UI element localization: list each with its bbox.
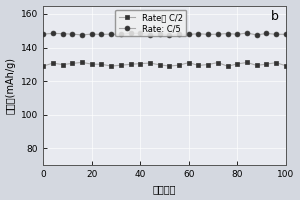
Rate: C/5: (16, 148): C/5: (16, 148) (80, 34, 84, 36)
Rate: C/5: (44, 148): C/5: (44, 148) (148, 33, 152, 36)
Rate： C/2 (284, 65, 288, 67)
Rate: C/5: (76, 148): C/5: (76, 148) (226, 32, 230, 35)
Rate： C/2 (226, 65, 230, 67)
Rate： C/2 (187, 61, 190, 64)
Rate: C/5: (48, 148): C/5: (48, 148) (158, 33, 161, 35)
Rate: C/5: (84, 149): C/5: (84, 149) (245, 32, 249, 34)
Rate： C/2 (109, 65, 113, 67)
Rate: C/5: (28, 148): C/5: (28, 148) (109, 33, 113, 35)
Rate： C/2 (90, 63, 94, 65)
Rate： C/2 (255, 64, 259, 67)
Rate: C/5: (12, 148): C/5: (12, 148) (70, 33, 74, 35)
Rate： C/2 (51, 62, 55, 64)
Rate： C/2 (70, 62, 74, 65)
Rate: C/5: (100, 148): C/5: (100, 148) (284, 33, 288, 35)
Rate： C/2 (177, 64, 181, 66)
Line: Rate： C/2: Rate： C/2 (41, 60, 288, 69)
Rate: C/5: (4, 148): C/5: (4, 148) (51, 32, 55, 35)
Rate： C/2 (129, 63, 132, 66)
Rate： C/2 (168, 65, 171, 67)
Line: Rate: C/5: Rate: C/5 (41, 31, 288, 37)
Rate: C/5: (56, 148): C/5: (56, 148) (177, 33, 181, 35)
Rate: C/5: (0, 148): C/5: (0, 148) (41, 33, 45, 35)
Rate： C/2 (41, 65, 45, 67)
Rate: C/5: (80, 148): C/5: (80, 148) (236, 33, 239, 36)
Rate: C/5: (32, 148): C/5: (32, 148) (119, 33, 123, 36)
Rate: C/5: (36, 149): C/5: (36, 149) (129, 32, 132, 34)
Rate： C/2 (100, 63, 103, 66)
Rate: C/5: (40, 148): C/5: (40, 148) (139, 32, 142, 35)
Rate: C/5: (8, 148): C/5: (8, 148) (61, 32, 64, 35)
Rate： C/2 (216, 61, 220, 64)
Rate： C/2 (158, 64, 161, 66)
Rate： C/2 (245, 61, 249, 64)
X-axis label: 循环次数: 循环次数 (153, 184, 176, 194)
Rate: C/5: (92, 148): C/5: (92, 148) (265, 32, 268, 35)
Rate: C/5: (20, 148): C/5: (20, 148) (90, 33, 94, 35)
Rate: C/5: (60, 148): C/5: (60, 148) (187, 33, 190, 36)
Rate： C/2 (197, 64, 200, 67)
Rate： C/2 (274, 61, 278, 64)
Rate： C/2 (139, 62, 142, 65)
Legend: Rate： C/2, Rate: C/5: Rate： C/2, Rate: C/5 (115, 10, 186, 36)
Rate: C/5: (64, 148): C/5: (64, 148) (197, 32, 200, 35)
Rate： C/2 (80, 61, 84, 64)
Rate： C/2 (265, 63, 268, 65)
Text: b: b (271, 10, 278, 23)
Rate: C/5: (72, 148): C/5: (72, 148) (216, 33, 220, 35)
Rate: C/5: (96, 148): C/5: (96, 148) (274, 33, 278, 36)
Y-axis label: 比容量(mAh/g): 比容量(mAh/g) (6, 57, 16, 114)
Rate: C/5: (88, 147): C/5: (88, 147) (255, 34, 259, 36)
Rate: C/5: (24, 148): C/5: (24, 148) (100, 33, 103, 36)
Rate： C/2 (236, 63, 239, 65)
Rate： C/2 (148, 62, 152, 64)
Rate: C/5: (68, 148): C/5: (68, 148) (206, 33, 210, 36)
Rate： C/2 (206, 63, 210, 66)
Rate: C/5: (52, 148): C/5: (52, 148) (168, 33, 171, 36)
Rate： C/2 (61, 63, 64, 66)
Rate： C/2 (119, 64, 123, 66)
